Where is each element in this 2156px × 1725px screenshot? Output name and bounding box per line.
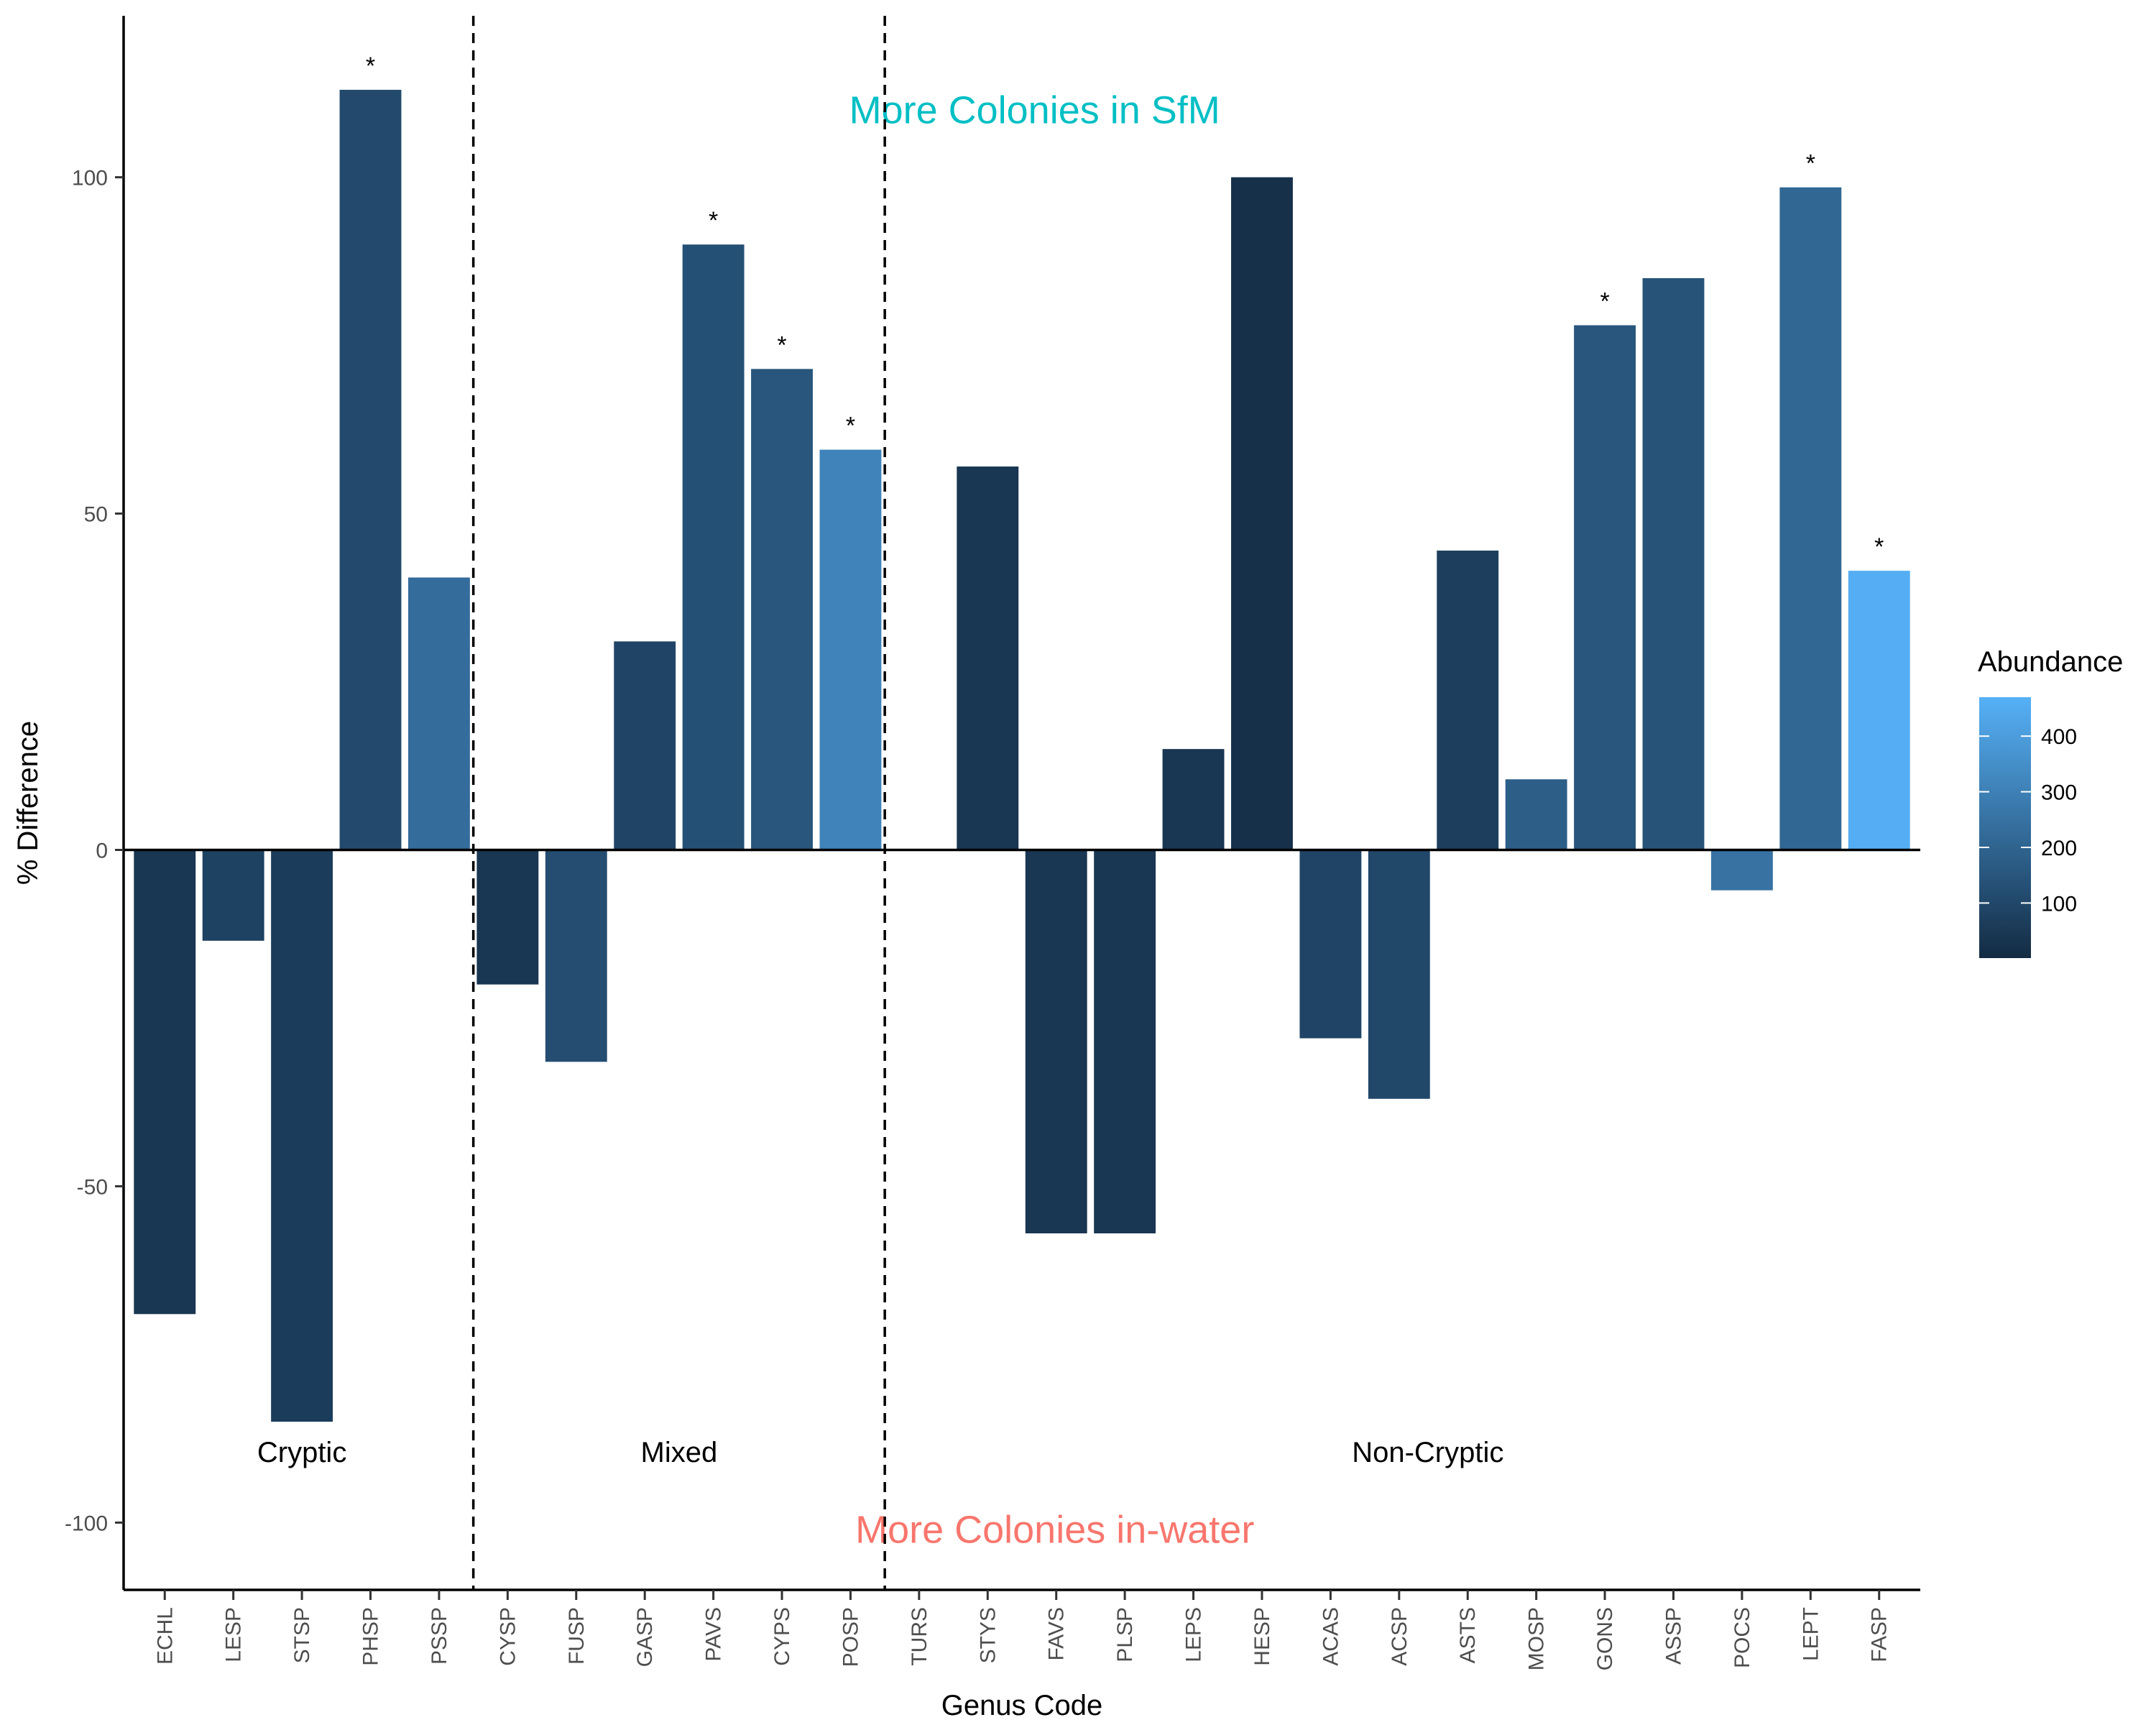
annotation-more-colonies-in-water: More Colonies in-water [855, 1508, 1254, 1551]
significance-marker-phsp: * [366, 52, 375, 80]
significance-marker-fasp: * [1874, 533, 1884, 561]
legend-title: Abundance [1978, 646, 2123, 678]
x-tick-label-asts: ASTS [1456, 1607, 1480, 1663]
group-label-mixed: Mixed [641, 1437, 718, 1468]
axes: -100 -50 0 50 100 ECHL LESP STSP PHSP PSSP CYSP FUS… [65, 16, 1920, 1670]
y-axis-title: % Difference [12, 721, 44, 885]
x-tick-label-fasp: FASP [1868, 1607, 1892, 1662]
x-tick-label-assp: ASSP [1662, 1607, 1685, 1665]
bar-posp [819, 449, 882, 850]
bar-fasp [1848, 571, 1910, 850]
x-tick-label-hesp: HESP [1250, 1607, 1274, 1666]
x-tick-label-turs: TURS [908, 1607, 931, 1666]
bar-assp [1642, 278, 1705, 850]
x-tick-label-favs: FAVS [1045, 1607, 1069, 1660]
x-tick-label-pssp: PSSP [428, 1607, 451, 1665]
x-tick-label-leps: LEPS [1182, 1607, 1206, 1662]
y-tick-label: 0 [96, 840, 108, 863]
x-tick-label-cysp: CYSP [496, 1607, 520, 1666]
group-labels: Cryptic Mixed Non-Cryptic [257, 1437, 1504, 1468]
x-tick-label-mosp: MOSP [1525, 1607, 1549, 1670]
bar-pavs [682, 244, 745, 850]
bar-lept [1779, 187, 1842, 850]
bar-acsp [1368, 850, 1430, 1099]
bar-asts [1437, 551, 1499, 850]
bar-stys [957, 466, 1019, 850]
bar-mosp [1505, 779, 1567, 850]
group-label-non-cryptic: Non-Cryptic [1352, 1437, 1503, 1468]
group-dividers [471, 16, 886, 1590]
x-tick-label-lept: LEPT [1799, 1607, 1823, 1661]
bar-hesp [1231, 177, 1293, 850]
x-tick-label-acsp: ACSP [1388, 1607, 1411, 1666]
y-tick-label: -50 [77, 1175, 108, 1199]
x-tick-label-pocs: POCS [1731, 1607, 1754, 1668]
y-tick-label: -100 [65, 1512, 108, 1535]
x-tick-label-posp: POSP [839, 1607, 862, 1667]
x-tick-label-fusp: FUSP [565, 1607, 589, 1665]
x-tick-label-gasp: GASP [633, 1607, 657, 1667]
x-tick-label-stys: STYS [976, 1607, 1000, 1663]
bar-fusp [545, 850, 607, 1062]
bars-layer [134, 89, 1910, 1422]
x-tick-label-cyps: CYPS [770, 1607, 794, 1666]
x-tick-label-echl: ECHL [153, 1607, 177, 1665]
significance-marker-pavs: * [709, 207, 718, 234]
bar-acas [1299, 850, 1362, 1039]
bar-gasp [614, 641, 676, 850]
significance-layer: * * * * * * * [366, 52, 1884, 561]
x-tick-label-lesp: LESP [222, 1607, 246, 1662]
legend-tick-label: 200 [2041, 837, 2077, 860]
annotation-more-colonies-sfm: More Colonies in SfM [849, 89, 1220, 132]
x-tick-label-gons: GONS [1593, 1607, 1617, 1670]
legend-tick-label: 400 [2041, 725, 2077, 749]
x-tick-label-stsp: STSP [290, 1607, 314, 1663]
significance-marker-posp: * [846, 413, 855, 440]
bar-plsp [1094, 850, 1156, 1233]
bar-stsp [271, 850, 333, 1422]
x-tick-label-phsp: PHSP [359, 1607, 383, 1666]
x-tick-label-plsp: PLSP [1113, 1607, 1137, 1662]
bar-leps [1162, 749, 1225, 850]
significance-marker-lept: * [1806, 150, 1815, 178]
x-tick-label-pavs: PAVS [702, 1607, 726, 1662]
bar-pssp [407, 577, 470, 850]
bar-echl [134, 850, 196, 1315]
legend-colorbar [1979, 697, 2031, 958]
legend: Abundance 100 200 300 400 [1978, 646, 2123, 958]
annotations-layer: More Colonies in SfM More Colonies in-wa… [849, 89, 1255, 1552]
x-tick-label-acas: ACAS [1319, 1607, 1342, 1666]
significance-marker-cyps: * [777, 331, 786, 359]
bar-cyps [751, 369, 813, 850]
bar-gons [1574, 325, 1636, 850]
group-label-cryptic: Cryptic [257, 1437, 346, 1468]
y-tick-label: 100 [72, 167, 108, 190]
bar-cysp [476, 850, 539, 985]
bar-phsp [339, 89, 402, 850]
x-axis-title: Genus Code [941, 1690, 1103, 1721]
legend-tick-label: 300 [2041, 781, 2077, 805]
significance-marker-gons: * [1600, 288, 1609, 316]
bar-pocs [1710, 850, 1773, 891]
bar-lesp [202, 850, 264, 941]
legend-tick-label: 100 [2041, 892, 2077, 916]
y-tick-label: 50 [84, 503, 108, 527]
bar-favs [1025, 850, 1087, 1233]
